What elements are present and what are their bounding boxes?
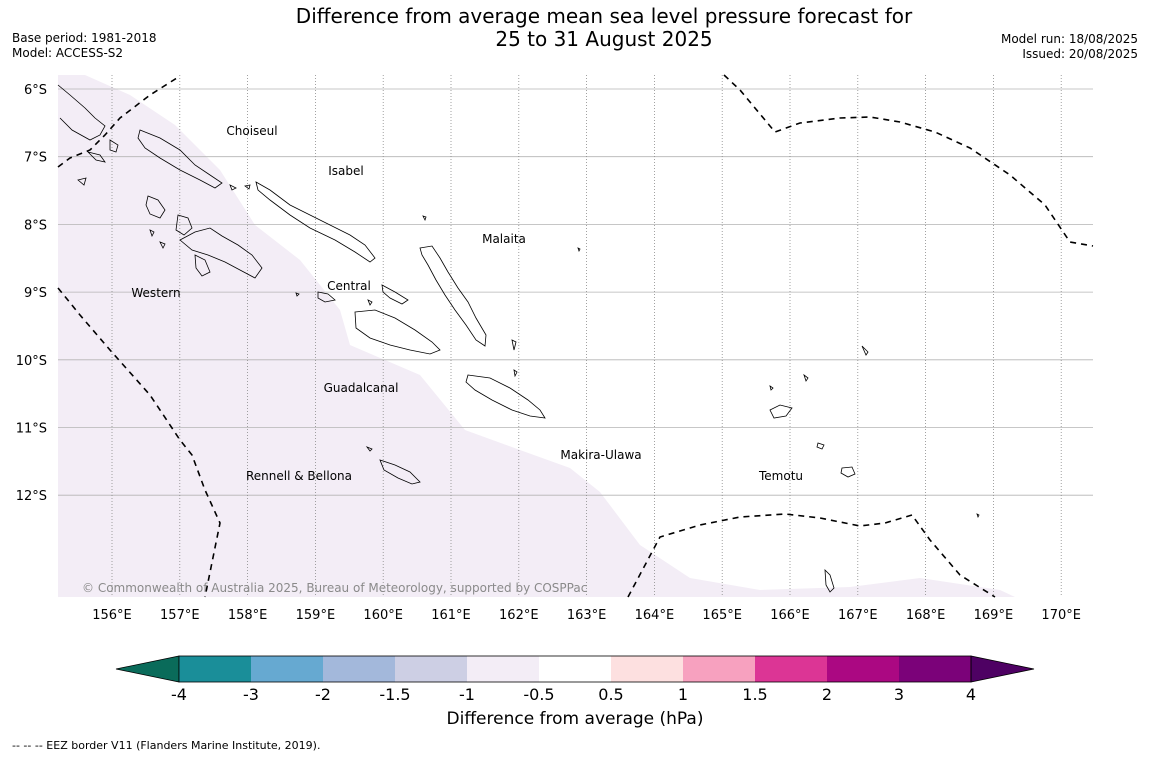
- lon-tick-label: 162°E: [499, 608, 539, 623]
- colorbar-tick: 0.5: [598, 685, 623, 700]
- chart-title-line-2: 25 to 31 August 2025: [495, 27, 713, 51]
- lat-tick-label: 10°S: [16, 354, 47, 369]
- region-label-makira-ulawa: Makira-Ulawa: [560, 448, 641, 462]
- issued-date: Issued: 20/08/2025: [1022, 47, 1138, 61]
- colorbar-over-arrow: [970, 655, 1035, 683]
- region-label-guadalcanal: Guadalcanal: [324, 381, 399, 395]
- longitude-gridlines: [111, 75, 1062, 597]
- colorbar-under-arrow: [115, 655, 180, 683]
- lon-tick-label: 167°E: [838, 608, 878, 623]
- lat-tick-label: 9°S: [24, 286, 47, 301]
- colorbar-segment: [251, 656, 323, 682]
- colorbar-segment: [755, 656, 827, 682]
- map-figure: 6°S 7°S 8°S 9°S 10°S 11°S 12°S 156°E 157°E 158°E…: [16, 74, 1094, 700]
- pressure-anomaly-field: [58, 75, 1015, 597]
- region-label-western: Western: [131, 286, 180, 300]
- lon-tick-label: 164°E: [635, 608, 675, 623]
- colorbar-tick: 1.5: [742, 685, 767, 700]
- colorbar-tick: 1: [678, 685, 688, 700]
- lon-tick-label: 163°E: [567, 608, 607, 623]
- colorbar-segment: [179, 656, 251, 682]
- base-period: Base period: 1981-2018: [12, 31, 157, 45]
- region-label-temotu: Temotu: [758, 469, 803, 483]
- colorbar-segment: [539, 656, 611, 682]
- lat-tick-label: 7°S: [24, 151, 47, 166]
- colorbar-label: Difference from average (hPa): [446, 709, 704, 729]
- lon-tick-label: 166°E: [770, 608, 810, 623]
- region-label-malaita: Malaita: [482, 232, 526, 246]
- region-label-rennell-bellona: Rennell & Bellona: [246, 469, 352, 483]
- eez-borders: [57, 74, 1094, 598]
- colorbar-segment: [827, 656, 899, 682]
- colorbar-tick: -2: [315, 685, 331, 700]
- model-run: Model run: 18/08/2025: [1000, 32, 1138, 46]
- lon-tick-label: 157°E: [160, 608, 200, 623]
- lon-tick-label: 161°E: [431, 608, 471, 623]
- lon-tick-label: 165°E: [702, 608, 742, 623]
- lon-tick-label: 169°E: [974, 608, 1014, 623]
- colorbar: [115, 655, 1035, 683]
- colorbar-tick: 2: [822, 685, 832, 700]
- meta-left: Base period: 1981-2018 Model: ACCESS-S2: [12, 31, 157, 61]
- lon-tick-label: 158°E: [228, 608, 268, 623]
- coastlines: [57, 84, 980, 593]
- lon-tick-label: 168°E: [906, 608, 946, 623]
- lon-tick-label: 159°E: [296, 608, 336, 623]
- colorbar-tick: -1: [459, 685, 475, 700]
- colorbar-outline: [178, 655, 972, 683]
- colorbar-segment: [611, 656, 683, 682]
- meta-right: Model run: 18/08/2025 Issued: 20/08/2025: [1001, 32, 1138, 62]
- lat-tick-label: 8°S: [24, 218, 47, 233]
- region-label-isabel: Isabel: [328, 164, 363, 178]
- colorbar-tick: -3: [243, 685, 259, 700]
- region-labels: Choiseul Isabel Malaita Western Central Guada…: [131, 124, 803, 483]
- lat-tick-label: 6°S: [24, 83, 47, 98]
- model-name: Model: ACCESS-S2: [12, 46, 124, 60]
- lon-tick-label: 170°E: [1041, 608, 1081, 623]
- lat-tick-label: 12°S: [16, 489, 47, 504]
- colorbar-tick: 4: [966, 685, 976, 700]
- latitude-gridlines: [58, 88, 1093, 496]
- colorbar-tick: -0.5: [523, 685, 554, 700]
- lon-tick-label: 156°E: [92, 608, 132, 623]
- lon-tick-label: 160°E: [363, 608, 403, 623]
- colorbar-tick-labels: -4 -3 -2 -1.5 -1 -0.5 0.5 1 1.5 2 3 4: [171, 685, 976, 700]
- colorbar-tick: 3: [894, 685, 904, 700]
- colorbar-segment: [395, 656, 467, 682]
- copyright-notice: © Commonwealth of Australia 2025, Bureau…: [82, 581, 587, 595]
- colorbar-tick: -1.5: [379, 685, 410, 700]
- colorbar-segment: [467, 656, 539, 682]
- longitude-labels: 156°E 157°E 158°E 159°E 160°E 161°E 162°E 163°E…: [92, 608, 1081, 623]
- eez-legend-note: -- -- -- EEZ border V11 (Flanders Marine…: [12, 739, 321, 752]
- region-label-choiseul: Choiseul: [226, 124, 277, 138]
- colorbar-segment: [323, 656, 395, 682]
- colorbar-tick: -4: [171, 685, 187, 700]
- colorbar-segment: [683, 656, 755, 682]
- latitude-labels: 6°S 7°S 8°S 9°S 10°S 11°S 12°S: [16, 83, 47, 504]
- chart-title-line-1: Difference from average mean sea level p…: [295, 4, 913, 28]
- region-label-central: Central: [327, 279, 371, 293]
- colorbar-segment: [899, 656, 971, 682]
- lat-tick-label: 11°S: [16, 422, 47, 437]
